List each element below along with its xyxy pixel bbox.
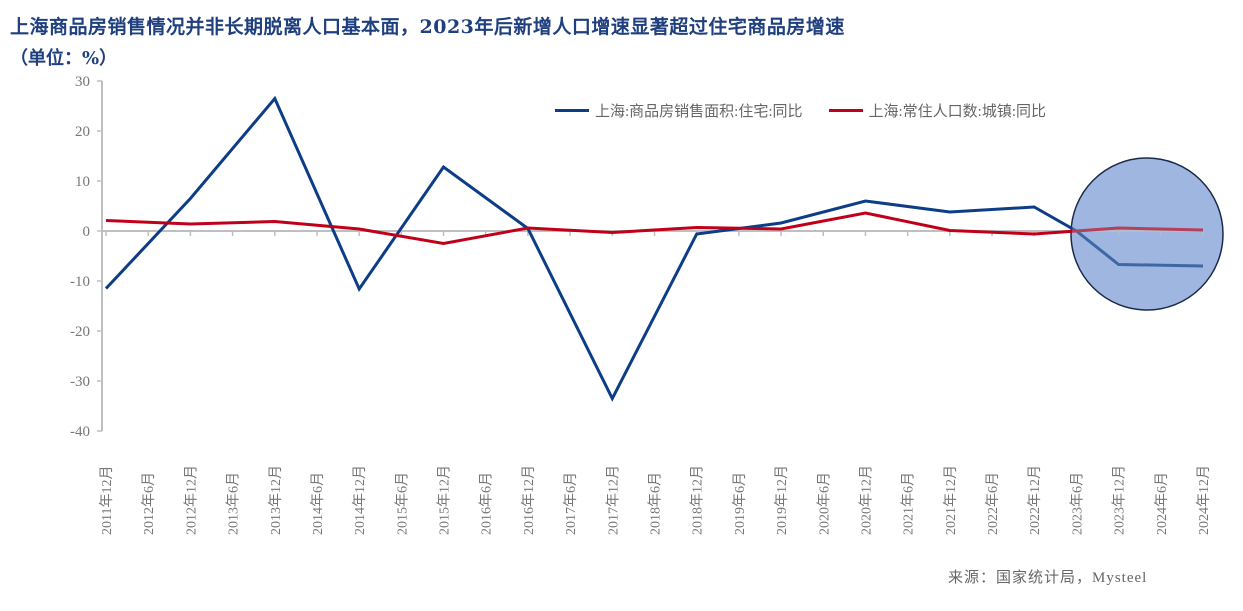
legend-label: 上海:常住人口数:城镇:同比 — [868, 104, 1047, 120]
x-tick-label: 2016年12月 — [521, 465, 537, 535]
x-tick-label: 2024年12月 — [1196, 465, 1212, 535]
x-tick-label: 2022年6月 — [985, 472, 1001, 535]
x-tick-label: 2013年6月 — [226, 472, 242, 535]
series-lines — [104, 95, 1204, 402]
highlight-circle — [1070, 157, 1224, 311]
y-tick-label: 20 — [75, 124, 90, 140]
legend-swatch-blue — [555, 109, 589, 112]
x-tick-label: 2011年12月 — [99, 466, 115, 535]
y-tick-label: 0 — [83, 224, 91, 240]
legend-item-sales: 上海:商品房销售面积:住宅:同比 — [555, 100, 803, 121]
x-tick-label: 2018年6月 — [648, 472, 664, 535]
x-tick-label: 2021年12月 — [943, 465, 959, 535]
y-tick-label: 10 — [75, 174, 90, 190]
legend-item-population: 上海:常住人口数:城镇:同比 — [828, 100, 1047, 121]
series-line — [105, 211, 1204, 246]
x-tick-label: 2012年6月 — [141, 472, 157, 535]
x-tick-label: 2013年12月 — [268, 465, 284, 535]
chart-subtitle: （单位：%） — [10, 48, 118, 69]
x-tick-label: 2019年6月 — [732, 472, 748, 535]
x-tick-label: 2017年6月 — [563, 472, 579, 535]
y-tick-label: -40 — [70, 424, 90, 440]
source-note: 来源：国家统计局，Mysteel — [948, 570, 1148, 586]
chart-legend: 上海:商品房销售面积:住宅:同比 上海:常住人口数:城镇:同比 — [555, 100, 1046, 121]
highlight-overlay — [1072, 159, 1222, 309]
x-tick-label: 2020年6月 — [816, 472, 832, 535]
x-tick-label: 2023年6月 — [1069, 472, 1085, 535]
y-tick-label: -20 — [70, 324, 90, 340]
x-tick-label: 2022年12月 — [1027, 465, 1043, 535]
legend-swatch-red — [828, 109, 863, 112]
x-tick-label: 2017年12月 — [605, 465, 621, 535]
x-tick-label: 2014年6月 — [310, 472, 326, 535]
x-tick-label: 2015年6月 — [394, 472, 410, 535]
x-tick-label: 2020年12月 — [858, 465, 874, 535]
chart-title: 上海商品房销售情况并非长期脱离人口基本面，2023年后新增人口增速显著超过住宅商… — [10, 16, 845, 38]
x-tick-label: 2021年6月 — [901, 472, 917, 535]
x-tick-label: 2014年12月 — [352, 465, 368, 535]
y-tick-label: -10 — [70, 274, 90, 290]
x-tick-label: 2019年12月 — [774, 465, 790, 535]
series-line — [104, 95, 1204, 402]
chart-axes: 30 20 10 0 -10 -20 -30 -40 2011年12月 2012年6月 2012年1… — [70, 74, 1212, 535]
x-tick-label: 2012年12月 — [183, 465, 199, 535]
x-tick-label: 2018年12月 — [690, 465, 706, 535]
y-tick-label: 30 — [75, 74, 90, 90]
y-tick-label: -30 — [70, 374, 90, 390]
x-tick-label: 2024年6月 — [1154, 472, 1170, 535]
x-tick-label: 2015年12月 — [437, 465, 453, 535]
x-tick-label: 2023年12月 — [1112, 465, 1128, 535]
legend-label: 上海:商品房销售面积:住宅:同比 — [595, 104, 803, 120]
x-tick-label: 2016年6月 — [479, 472, 495, 535]
